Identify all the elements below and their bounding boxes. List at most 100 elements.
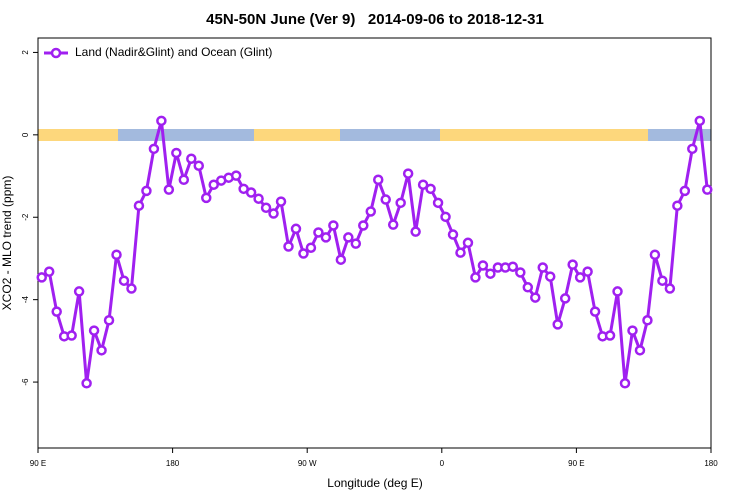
data-point (126, 283, 137, 294)
data-point (365, 206, 377, 217)
data-point (544, 271, 556, 282)
data-point (171, 147, 182, 159)
data-point (589, 306, 601, 317)
data-point (320, 232, 332, 243)
data-point (343, 232, 354, 243)
data-point (417, 179, 429, 190)
data-point (627, 325, 638, 336)
data-point (245, 187, 257, 198)
data-point (455, 247, 466, 258)
data-point (522, 282, 534, 293)
y-tick-label: -6 (21, 378, 30, 386)
ocean (340, 129, 440, 141)
data-point (268, 208, 279, 219)
y-tick-label: 2 (21, 50, 30, 55)
data-point (186, 153, 197, 164)
data-point (230, 170, 242, 181)
data-point (574, 272, 586, 283)
data-point (664, 283, 676, 294)
x-tick-label: 180 (704, 459, 718, 468)
data-point (440, 211, 451, 223)
y-tick-label: -2 (21, 213, 30, 221)
data-point (253, 193, 264, 204)
data-point (201, 192, 212, 204)
data-point (73, 286, 85, 297)
land-ocean-band (38, 129, 711, 141)
data-point (425, 183, 436, 195)
data-point (103, 315, 115, 326)
data-point (313, 227, 324, 238)
plot-frame (37, 37, 712, 449)
x-tick-label: 90 E (30, 459, 46, 468)
data-point (148, 143, 160, 155)
data-point (290, 223, 302, 235)
y-tick-label: -4 (21, 296, 30, 304)
data-point (567, 259, 578, 270)
data-point (88, 325, 100, 336)
data-point (432, 197, 444, 209)
data-point (118, 275, 130, 286)
data-point (298, 248, 309, 259)
data-point (559, 293, 571, 304)
data-point (672, 200, 683, 211)
data-point (328, 220, 339, 231)
data-point (477, 260, 489, 271)
data-point (395, 197, 406, 209)
data-point (335, 254, 347, 265)
legend-marker (50, 47, 62, 59)
data-point (679, 185, 691, 197)
land (38, 129, 118, 141)
data-point (260, 202, 272, 214)
data-point (612, 286, 623, 297)
data-point (66, 330, 77, 341)
data-point (552, 319, 563, 330)
data-point (462, 237, 474, 249)
data-point (694, 115, 706, 127)
data-point (133, 200, 145, 211)
data-point (141, 185, 152, 197)
data-point (634, 345, 646, 356)
data-point (387, 219, 399, 230)
legend-label: Land (Nadir&Glint) and Ocean (Glint) (75, 45, 272, 59)
data-point (642, 315, 653, 326)
land (440, 129, 648, 141)
y-axis-label: XCO2 - MLO trend (ppm) (0, 176, 14, 311)
data-point (470, 272, 481, 283)
x-tick-label: 90 E (568, 459, 584, 468)
data-point (43, 266, 55, 277)
x-axis-label: Longitude (deg E) (327, 476, 422, 490)
data-point (305, 242, 317, 253)
data-point (702, 184, 713, 195)
data-point (402, 168, 414, 179)
data-point (283, 241, 294, 252)
data-point (537, 262, 548, 273)
data-point (485, 268, 496, 279)
data-point (36, 272, 47, 283)
data-point (358, 220, 369, 231)
data-point (51, 306, 62, 317)
data-point (507, 261, 519, 272)
data-point (275, 196, 287, 207)
data-point (350, 238, 362, 249)
data-point (193, 160, 205, 171)
legend: Land (Nadir&Glint) and Ocean (Glint) (44, 45, 272, 59)
y-tick-label: 0 (21, 132, 30, 137)
data-point (156, 115, 167, 127)
data-point (178, 174, 190, 185)
data-point (619, 378, 631, 389)
series-line (40, 119, 709, 385)
x-tick-label: 0 (440, 459, 445, 468)
data-point (687, 143, 698, 155)
data-point (604, 330, 616, 341)
data-point (649, 249, 661, 260)
data-point (111, 249, 122, 260)
data-point (96, 345, 107, 356)
data-point (380, 194, 391, 205)
ocean (118, 129, 254, 141)
data-point (515, 267, 526, 278)
x-tick-label: 180 (166, 459, 180, 468)
data-point (657, 275, 668, 286)
data-point (163, 184, 175, 195)
land (254, 129, 340, 141)
